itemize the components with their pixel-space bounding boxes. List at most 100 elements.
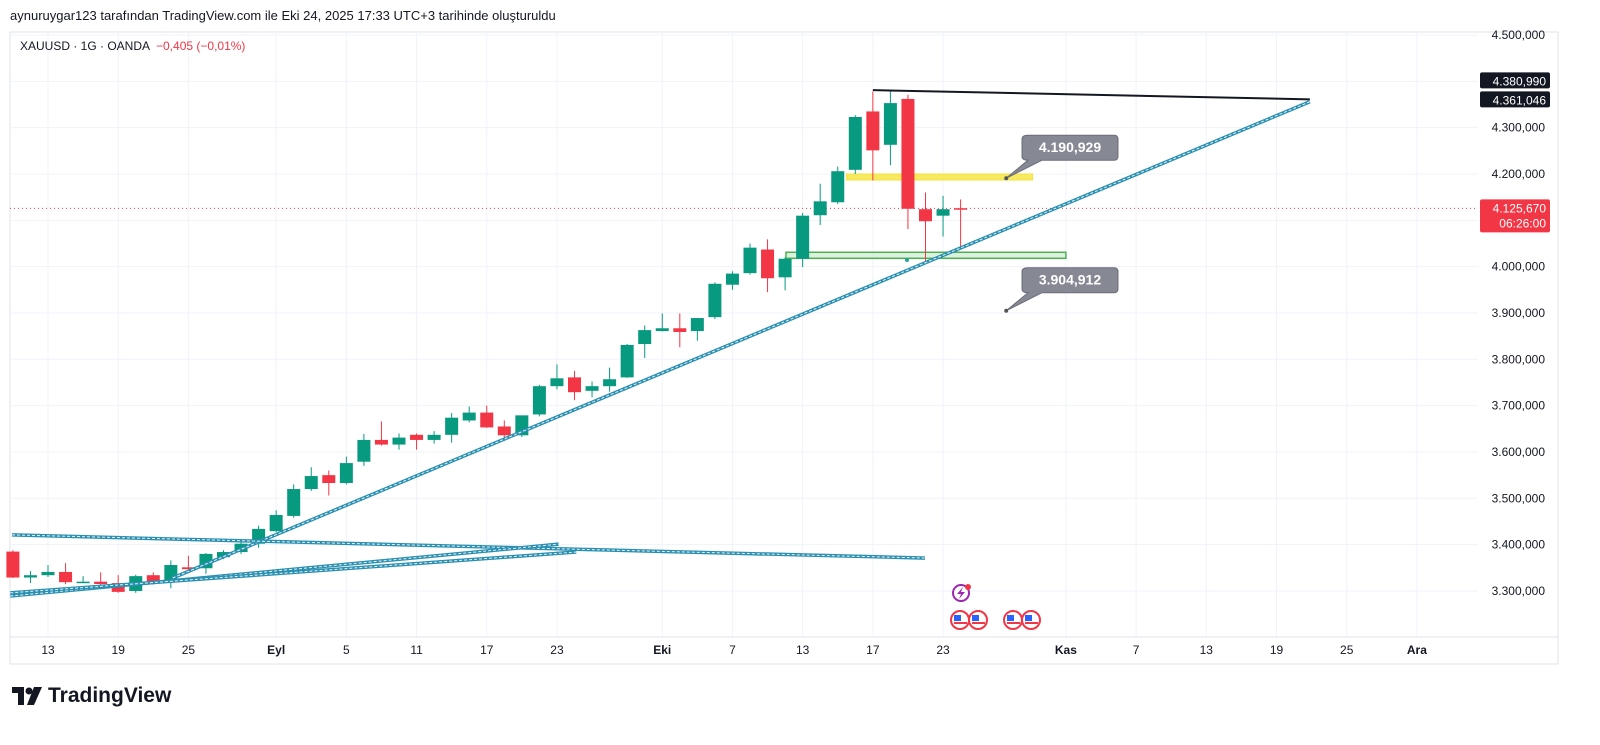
candle <box>761 239 775 293</box>
price-callout[interactable]: 4.190,929 <box>1004 134 1119 181</box>
candle-body <box>568 377 581 393</box>
candle-body <box>725 273 739 285</box>
price-axis[interactable]: 4.500,000 4.300,000 4.200,000 4.000,000 3.90… <box>1480 28 1550 598</box>
candle <box>673 313 687 348</box>
candle-body <box>813 201 827 216</box>
candle-body <box>304 476 318 490</box>
candle <box>848 115 862 174</box>
callout-label: 3.904,912 <box>1039 272 1101 288</box>
candle <box>164 560 178 589</box>
candle <box>462 406 476 423</box>
time-tick-label: 11 <box>410 643 423 657</box>
candle <box>23 571 37 584</box>
time-tick-label: 7 <box>1133 643 1140 657</box>
us-flag-icon[interactable] <box>968 610 988 630</box>
trend-line-inner <box>172 101 1311 579</box>
candle <box>690 318 704 341</box>
candle <box>427 431 441 444</box>
time-tick-label: 25 <box>1340 643 1354 657</box>
candle-body <box>848 117 862 170</box>
candle <box>392 433 406 450</box>
candle <box>181 555 195 571</box>
time-tick-label: 13 <box>1200 643 1214 657</box>
candle-body <box>322 475 336 484</box>
candle-body <box>357 439 371 462</box>
high-price-tag-text: 4.380,990 <box>1493 74 1547 88</box>
price-tick-label: 3.500,000 <box>1492 491 1546 505</box>
price-change: −0,405 (−0,01%) <box>156 39 246 53</box>
candle-body <box>901 98 915 209</box>
time-tick-label: Eki <box>653 643 671 657</box>
callout-box <box>1005 134 1119 179</box>
candle <box>357 433 371 466</box>
candle <box>41 565 55 578</box>
candle-body <box>532 386 546 415</box>
candle <box>901 94 915 230</box>
time-tick-label: Eyl <box>267 643 285 657</box>
candle-body <box>497 426 511 436</box>
candle <box>322 470 336 496</box>
candle <box>866 91 880 181</box>
price-tick-label: 3.300,000 <box>1492 584 1546 598</box>
trend-line-inner <box>12 534 925 559</box>
price-tick-label: 3.800,000 <box>1492 352 1546 366</box>
candle <box>269 510 283 533</box>
candle <box>796 212 810 268</box>
resistance-line[interactable] <box>872 89 1310 101</box>
candle-body <box>919 209 932 222</box>
tradingview-logo[interactable]: TradingView <box>12 684 171 708</box>
candle-body <box>690 318 704 332</box>
callout-anchor <box>1004 308 1009 313</box>
candle <box>480 405 494 428</box>
logo-text: TradingView <box>48 684 172 707</box>
symbol-legend: XAUUSD · 1G · OANDA −0,405 (−0,01%) <box>20 39 245 53</box>
candle-body <box>445 417 459 435</box>
time-tick-label: 17 <box>866 643 880 657</box>
price-callout[interactable]: 3.904,912 <box>1004 267 1119 313</box>
time-axis[interactable]: 13 19 25 Eyl 5 11 17 23 Eki 7 13 17 23 Kas 7 13 19 25 Ara <box>41 643 1427 657</box>
candle <box>410 433 424 450</box>
candle <box>532 384 546 417</box>
candle-body <box>462 412 476 421</box>
candle <box>497 420 511 440</box>
events[interactable] <box>950 584 1041 630</box>
price-tick-label: 3.600,000 <box>1492 445 1546 459</box>
candle <box>883 91 897 166</box>
price-tick-label: 3.700,000 <box>1492 399 1546 413</box>
us-flag-icon[interactable] <box>1021 610 1041 630</box>
us-flag-icon[interactable] <box>950 610 970 630</box>
drawings-over[interactable]: 4.190,929 3.904,912 <box>10 89 1311 598</box>
price-tick-label: 3.900,000 <box>1492 306 1546 320</box>
lightning-event-icon[interactable] <box>952 584 971 602</box>
candle <box>339 456 353 485</box>
candle <box>6 550 20 578</box>
callout-anchor <box>1004 176 1009 181</box>
candle-body <box>181 567 195 570</box>
candle-body <box>778 258 792 278</box>
candle-body <box>480 412 494 428</box>
time-tick-label: 25 <box>182 643 196 657</box>
chart-frame <box>9 31 1559 665</box>
candle <box>59 563 73 585</box>
price-tick-label: 4.000,000 <box>1492 260 1546 274</box>
drawings[interactable] <box>10 173 1478 260</box>
candle-body <box>146 575 160 582</box>
candle <box>743 243 757 275</box>
candle-body <box>603 379 617 387</box>
candle <box>287 484 301 518</box>
price-tick-label: 4.500,000 <box>1492 28 1546 42</box>
candle-body <box>883 103 897 145</box>
callout-label: 4.190,929 <box>1039 139 1101 155</box>
time-tick-label: 5 <box>343 643 350 657</box>
time-tick-label: 19 <box>112 643 126 657</box>
yellow-zone[interactable] <box>846 173 1034 181</box>
candle-body <box>550 378 564 387</box>
us-flag-icon[interactable] <box>1003 610 1023 630</box>
candle-body <box>655 328 669 332</box>
candle-body <box>427 434 441 440</box>
grid <box>10 32 1558 638</box>
candle <box>638 325 652 358</box>
high-price-tag: 4.380,990 <box>1480 72 1550 89</box>
chart-caption: aynuruygar123 tarafından TradingView.com… <box>10 8 556 23</box>
